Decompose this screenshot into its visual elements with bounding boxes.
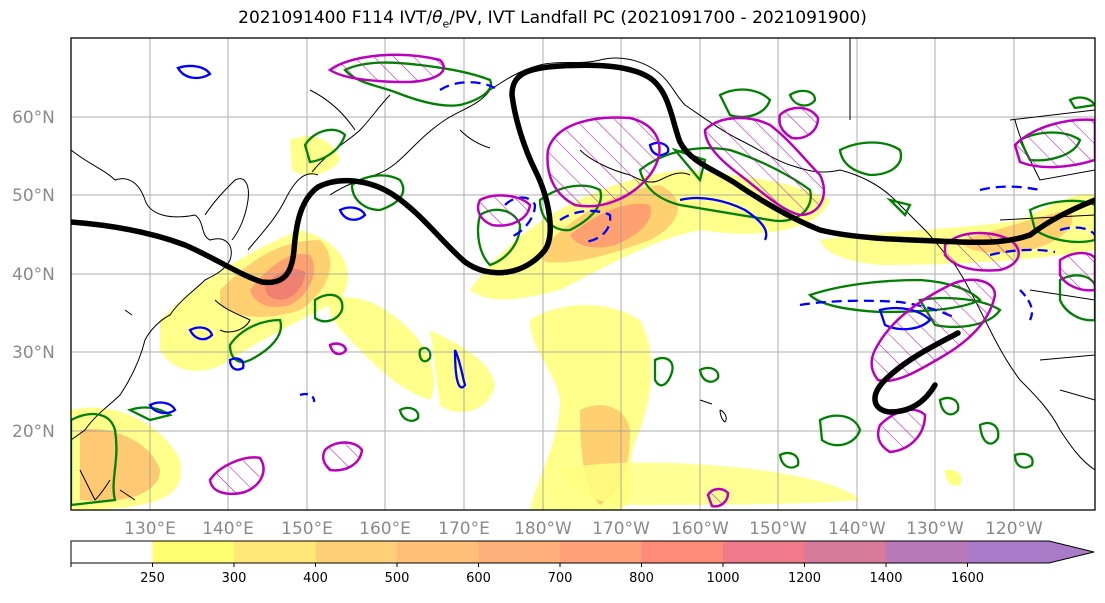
colorbar-tick-label: 300 <box>222 571 247 586</box>
colorbar: 250 300 400 500 600 700 800 1000 1200 1400 1600 <box>70 540 1095 586</box>
colorbar-segment <box>641 541 724 563</box>
pv-contours <box>208 53 1095 508</box>
colorbar-segment <box>560 541 642 563</box>
colorbar-segment <box>804 541 887 563</box>
lon-label: 130°E <box>124 519 176 539</box>
colorbar-segment <box>886 541 968 563</box>
lon-label: 160°E <box>359 519 411 539</box>
latitude-labels: 60°N 50°N 40°N 30°N 20°N <box>12 108 55 442</box>
lon-label: 140°W <box>828 519 886 539</box>
lat-label: 60°N <box>12 108 55 128</box>
lon-label: 150°W <box>749 519 807 539</box>
lon-label: 150°E <box>281 519 333 539</box>
lon-label: 140°E <box>202 519 254 539</box>
map-area <box>71 38 1095 510</box>
gridlines <box>71 38 1095 510</box>
lat-label: 50°N <box>12 186 55 206</box>
lon-label: 170°E <box>438 519 490 539</box>
longitude-labels: 130°E 140°E 150°E 160°E 170°E 180°W 170°… <box>124 519 1043 539</box>
colorbar-tick-label: 600 <box>466 571 491 586</box>
colorbar-extend-arrow <box>967 541 1094 563</box>
colorbar-tick-label: 1200 <box>788 571 821 586</box>
colorbar-segment <box>315 541 398 563</box>
colorbar-tick-label: 500 <box>385 571 410 586</box>
figure-title: 2021091400 F114 IVT/θe/PV, IVT Landfall … <box>238 8 867 31</box>
lat-label: 30°N <box>12 343 55 363</box>
theta-e-negative-contours <box>148 64 1095 415</box>
ivt-landfall-pc-contour <box>71 62 1095 415</box>
lat-label: 20°N <box>12 422 55 442</box>
colorbar-tick-label: 800 <box>629 571 654 586</box>
colorbar-tick-label: 1000 <box>706 571 739 586</box>
lon-label: 170°W <box>592 519 650 539</box>
lat-label: 40°N <box>12 265 55 285</box>
colorbar-tick-label: 400 <box>303 571 328 586</box>
colorbar-segment <box>234 541 316 563</box>
lon-label: 130°W <box>906 519 964 539</box>
lon-label: 160°W <box>671 519 729 539</box>
colorbar-segment <box>71 541 153 563</box>
colorbar-segment <box>397 541 479 563</box>
colorbar-segment <box>478 541 561 563</box>
colorbar-tick-label: 1600 <box>951 571 984 586</box>
colorbar-segment <box>723 541 805 563</box>
lon-label: 120°W <box>985 519 1043 539</box>
colorbar-segment <box>152 541 235 563</box>
colorbar-outline <box>70 540 1095 564</box>
colorbar-tick-label: 1400 <box>869 571 902 586</box>
lon-label: 180°W <box>514 519 572 539</box>
colorbar-tick-label: 250 <box>140 571 165 586</box>
colorbar-tick-label: 700 <box>548 571 573 586</box>
map-frame <box>70 37 1096 511</box>
